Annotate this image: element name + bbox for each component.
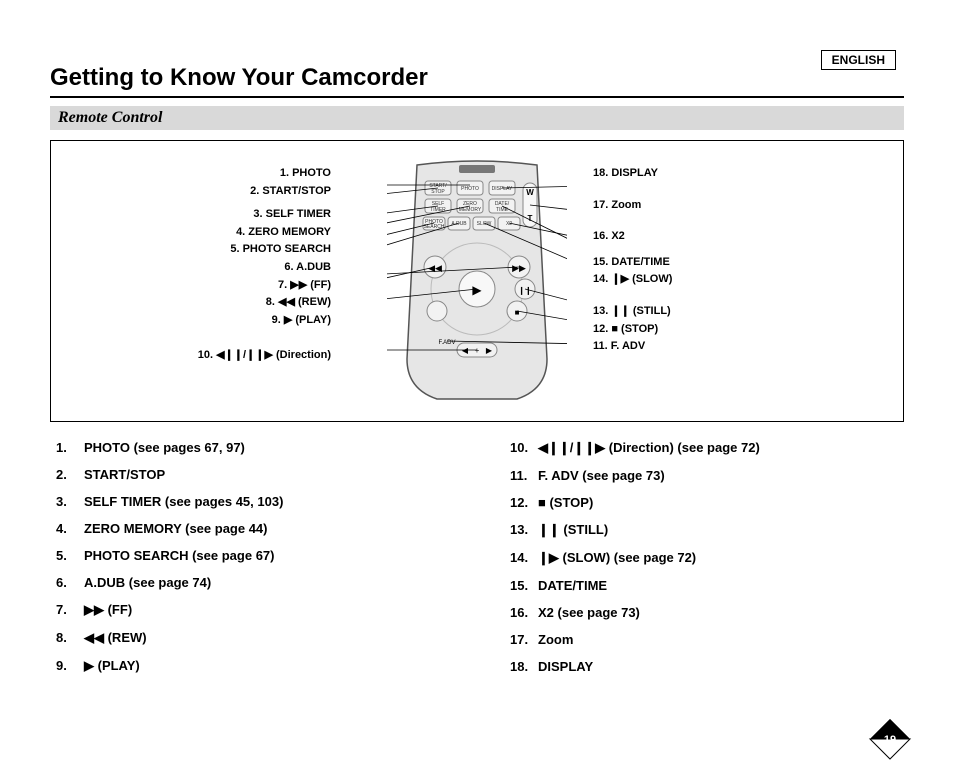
page-number-badge: 19 [868,717,912,761]
list-item: 16.X2 (see page 73) [510,605,904,620]
list-item: 1.PHOTO (see pages 67, 97) [56,440,450,455]
list-item: 17.Zoom [510,632,904,647]
callout-item: 16. X2 [593,228,793,246]
page-title: Getting to Know Your Camcorder [50,64,904,98]
list-item: 14. ❙▶ (SLOW) (see page 72) [510,550,904,566]
list-item: 15.DATE/TIME [510,578,904,593]
page-number: 19 [884,734,896,746]
list-left: 1.PHOTO (see pages 67, 97) 2.START/STOP … [50,440,480,686]
callout-item: 3. SELF TIMER [131,206,331,224]
list-item: 7.▶▶ (FF) [56,602,450,618]
callout-item: 7. ▶▶ (FF) [131,277,331,295]
list-item: 6.A.DUB (see page 74) [56,575,450,590]
callouts-right: 18. DISPLAY 17. Zoom 16. X2 15. DATE/TIM… [593,165,793,356]
callout-item: 9. ▶ (PLAY) [131,312,331,330]
callout-item: 17. Zoom [593,197,793,215]
list-item: 10. ◀❙❙/❙❙▶ (Direction) (see page 72) [510,440,904,456]
callouts-left: 1. PHOTO 2. START/STOP 3. SELF TIMER 4. … [131,165,331,365]
description-lists: 1.PHOTO (see pages 67, 97) 2.START/STOP … [50,440,904,686]
remote-icon: START/ STOP PHOTO DISPLAY SELF TIMER ZER… [387,159,567,409]
svg-text:◀: ◀ [462,346,469,355]
btn-label: X2 [506,221,512,227]
svg-text:▶: ▶ [472,283,482,297]
callout-item: 13. ❙❙ (STILL) [593,303,793,321]
zoom-w-label: W [526,188,534,197]
list-item: 12. ■ (STOP) [510,495,904,510]
remote-diagram: 1. PHOTO 2. START/STOP 3. SELF TIMER 4. … [50,140,904,422]
list-item: 3.SELF TIMER (see pages 45, 103) [56,494,450,509]
svg-text:▶: ▶ [486,346,493,355]
callout-item: 12. ■ (STOP) [593,321,793,339]
list-item: 13. ❙❙ (STILL) [510,522,904,538]
callout-item: 14. ❙▶ (SLOW) [593,271,793,289]
list-item: 4.ZERO MEMORY (see page 44) [56,521,450,536]
callout-item: 6. A.DUB [131,259,331,277]
svg-text:▶▶: ▶▶ [512,263,526,273]
section-subheading: Remote Control [50,106,904,130]
callout-item: 2. START/STOP [131,183,331,201]
callout-item: 11. F. ADV [593,338,793,356]
btn-label: TIME [496,207,509,213]
callout-item: 18. DISPLAY [593,165,793,183]
svg-text:+: + [475,346,480,355]
btn-label: SLOW [477,221,492,227]
callout-item: 5. PHOTO SEARCH [131,241,331,259]
callout-item: 4. ZERO MEMORY [131,224,331,242]
list-item: 2.START/STOP [56,467,450,482]
manual-page: ENGLISH Getting to Know Your Camcorder R… [0,0,954,779]
callout-item: 10. ◀❙❙/❙❙▶ (Direction) [131,347,331,365]
language-badge: ENGLISH [821,50,896,70]
list-item: 18.DISPLAY [510,659,904,674]
btn-label: DISPLAY [492,186,513,192]
list-item: 5.PHOTO SEARCH (see page 67) [56,548,450,563]
list-right: 10. ◀❙❙/❙❙▶ (Direction) (see page 72) 11… [480,440,904,686]
svg-text:■: ■ [515,308,520,317]
btn-label: STOP [431,189,445,195]
callout-item: 1. PHOTO [131,165,331,183]
zoom-t-label: T [528,214,533,223]
callout-item: 8. ◀◀ (REW) [131,294,331,312]
btn-label: A.DUB [451,221,467,227]
btn-label: PHOTO [461,186,479,192]
list-item: 8. ◀◀ (REW) [56,630,450,646]
callout-item: 15. DATE/TIME [593,254,793,272]
list-item: 9. ▶ (PLAY) [56,658,450,674]
list-item: 11.F. ADV (see page 73) [510,468,904,483]
